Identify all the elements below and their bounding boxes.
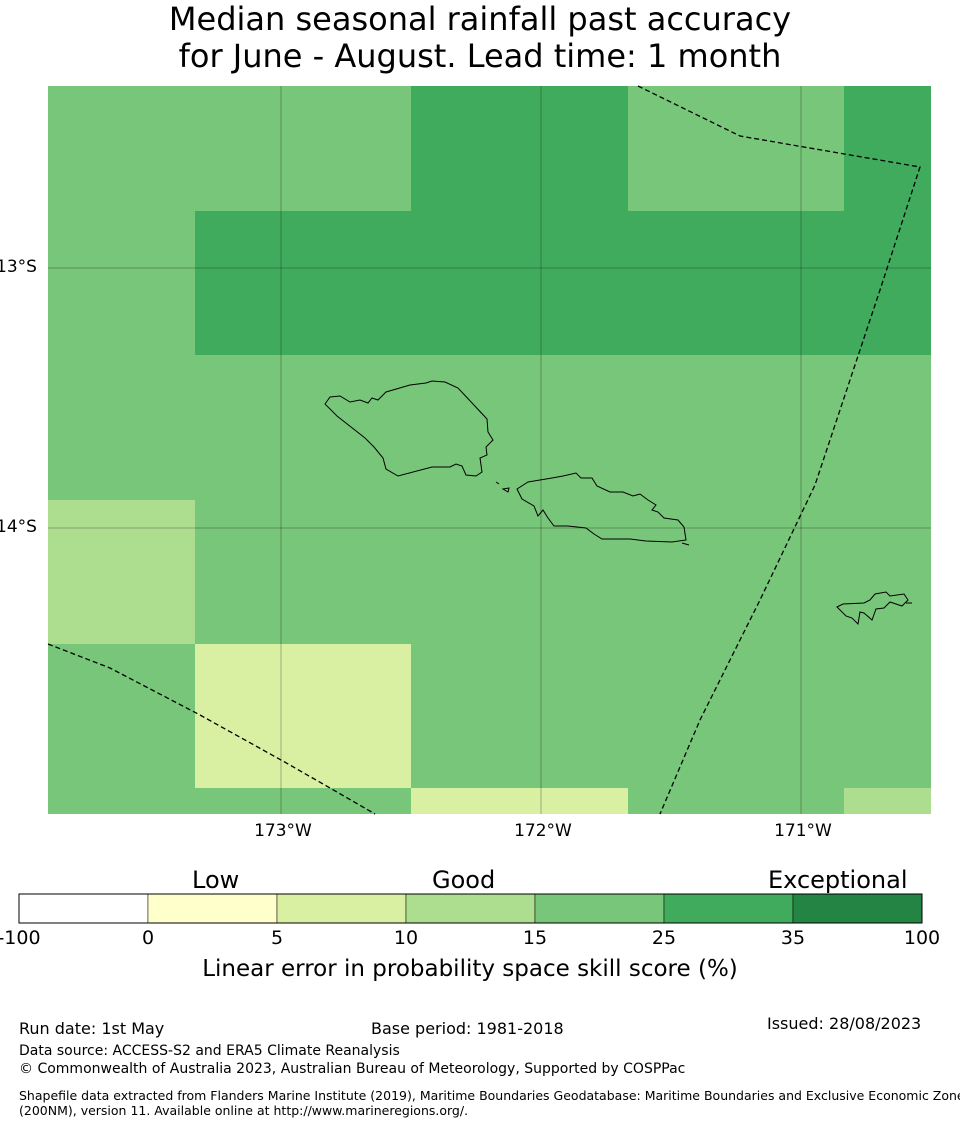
colorbar-category-exceptional: Exceptional: [768, 866, 908, 894]
skill-cell: [844, 211, 931, 355]
nuutele-islet: [681, 542, 690, 546]
eez-boundary-south: [47, 643, 376, 815]
skill-cell: [411, 355, 628, 500]
skill-cell: [48, 644, 195, 788]
lat-label-13s: 13°S: [0, 257, 37, 277]
data-source: Data source: ACCESS-S2 and ERA5 Climate …: [19, 1043, 400, 1059]
colorbar-category-good: Good: [432, 866, 496, 894]
colorbar-outline: [18, 893, 923, 924]
skill-cell: [48, 355, 195, 500]
colorbar-segment: [276, 893, 407, 924]
colorbar-tick: 35: [780, 927, 806, 949]
map-title-line-1: Median seasonal rainfall past accuracy: [168, 0, 792, 38]
skill-cell: [48, 86, 195, 211]
colorbar-segment: [18, 893, 149, 924]
colorbar-segment: [663, 893, 794, 924]
colorbar-segment: [147, 893, 278, 924]
shapefile-credit-line-2: (200NM), version 11. Available online at…: [19, 1103, 469, 1118]
skill-cell: [48, 788, 195, 814]
colorbar-axis-label: Linear error in probability space skill …: [202, 956, 738, 982]
colorbar-segments: [18, 893, 923, 924]
skill-cell: [195, 500, 411, 644]
apolima-islet: [495, 481, 500, 485]
shapefile-credit-line-1: Shapefile data extracted from Flanders M…: [19, 1088, 960, 1103]
skill-cell: [628, 788, 844, 814]
skill-cell: [411, 500, 628, 644]
manono-islet: [501, 487, 510, 493]
base-period: Base period: 1981-2018: [371, 1019, 564, 1038]
skill-cell: [411, 644, 628, 788]
skill-cell: [628, 500, 844, 644]
skill-cell: [844, 788, 931, 814]
savaii-island: [324, 380, 494, 477]
colorbar-tick: 0: [141, 927, 155, 949]
skill-cell: [411, 86, 628, 211]
lon-label-171w: 171°W: [774, 821, 832, 841]
skill-cell: [48, 211, 195, 355]
skill-cell: [48, 500, 195, 644]
skill-cell: [411, 788, 628, 814]
copyright: © Commonwealth of Australia 2023, Austra…: [19, 1061, 686, 1077]
colorbar-tick: 25: [651, 927, 677, 949]
colorbar-category-low: Low: [192, 866, 240, 894]
issued-date: Issued: 28/08/2023: [767, 1014, 922, 1033]
colorbar-segment: [405, 893, 536, 924]
maritime-boundaries: [47, 85, 921, 815]
skill-cell: [844, 86, 931, 211]
skill-cell: [628, 644, 844, 788]
coastlines: [324, 380, 912, 626]
lon-label-172w: 172°W: [514, 821, 572, 841]
skill-cell: [195, 355, 411, 500]
skill-cell: [195, 644, 411, 788]
skill-cell: [195, 788, 411, 814]
colorbar-segment: [792, 893, 923, 924]
map-title-line-2: for June - August. Lead time: 1 month: [178, 37, 782, 75]
skill-cell: [628, 211, 844, 355]
skill-cell: [844, 644, 931, 788]
skill-cell: [844, 355, 931, 500]
skill-grid: [48, 86, 931, 814]
colorbar-segment: [534, 893, 665, 924]
skill-cell: [411, 211, 628, 355]
eez-boundary-east: [637, 85, 921, 815]
colorbar-tick: 10: [393, 927, 419, 949]
skill-cell: [628, 355, 844, 500]
lat-label-14s: 14°S: [0, 517, 37, 537]
colorbar-tick: 15: [522, 927, 548, 949]
colorbar-tick: 5: [270, 927, 284, 949]
skill-cell: [628, 86, 844, 211]
skill-cell: [195, 211, 411, 355]
lon-label-173w: 173°W: [254, 821, 312, 841]
colorbar-tick: 100: [903, 927, 941, 949]
colorbar-tick: -100: [0, 927, 41, 949]
tutuila-island: [836, 591, 909, 626]
graticule: [48, 86, 931, 814]
upolu-island: [516, 472, 687, 543]
run-date: Run date: 1st May: [19, 1019, 165, 1038]
skill-cell: [195, 86, 411, 211]
